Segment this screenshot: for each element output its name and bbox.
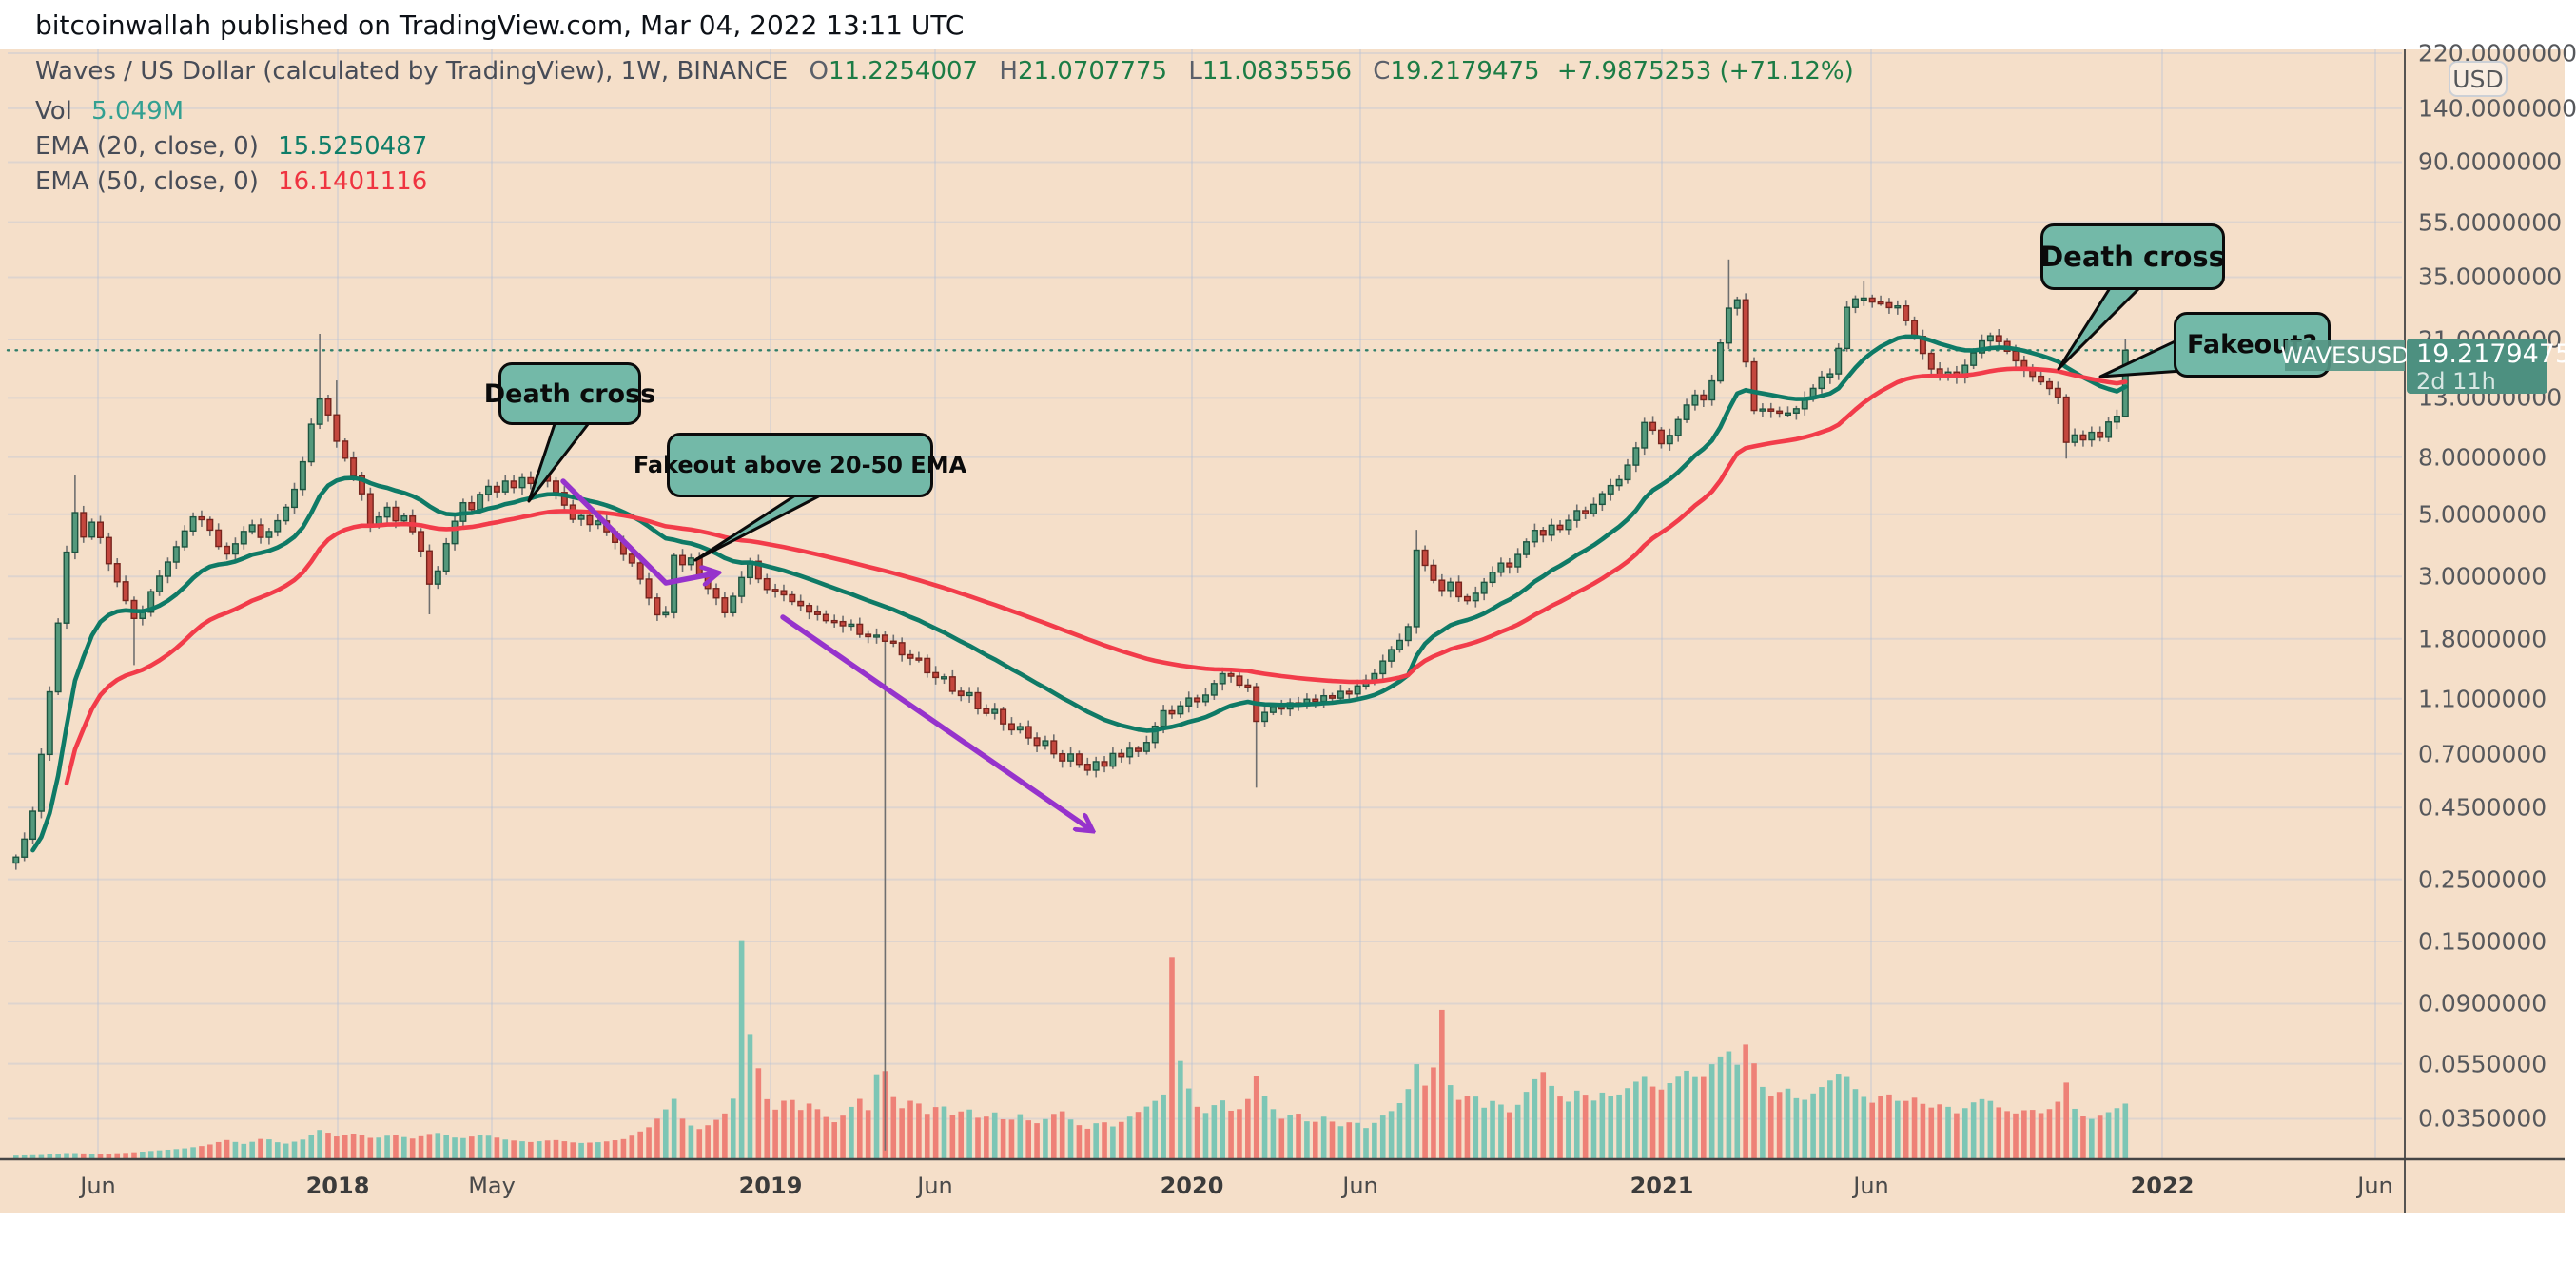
price-tick-label: 0.2500000 [2418, 865, 2547, 894]
price-tick-label: 0.7000000 [2418, 740, 2547, 768]
price-tick-label: 0.0900000 [2418, 989, 2547, 1018]
price-tick-label: 0.0350000 [2418, 1104, 2547, 1133]
price-tick-label: 0.0550000 [2418, 1050, 2547, 1078]
time-axis-label: Jun [80, 1173, 116, 1199]
volume-value: 5.049M [91, 97, 185, 126]
time-axis-label: 2018 [305, 1173, 370, 1199]
ema20-value: 15.5250487 [278, 132, 428, 161]
price-tick-label: 0.4500000 [2418, 793, 2547, 822]
time-axis-label: 2022 [2130, 1173, 2195, 1199]
low-value: 11.0835556 [1201, 57, 1353, 86]
price-tick-label: 90.0000000 [2418, 147, 2563, 176]
open-label: O [809, 57, 829, 86]
price-tick-label: 55.0000000 [2418, 208, 2563, 237]
legend-ema20-row[interactable]: EMA (20, close, 0) 15.5250487 [35, 132, 427, 161]
price-tick-label: 35.0000000 [2418, 262, 2563, 291]
legend-volume-row[interactable]: Vol 5.049M [35, 97, 184, 126]
last-price-axis-label: 19.2179475 2d 11h [2407, 339, 2572, 395]
currency-badge[interactable]: USD [2449, 61, 2508, 97]
last-price-value: 19.2179475 [2416, 339, 2572, 369]
open-value: 11.2254007 [828, 57, 979, 86]
price-tick-label: 3.0000000 [2418, 562, 2547, 591]
grid-layer [8, 49, 2402, 1158]
change-value: +7.9875253 (+71.12%) [1556, 57, 1854, 86]
time-axis-label: May [468, 1173, 516, 1199]
trend-arrows-layer[interactable] [560, 478, 1090, 829]
time-axis-label: Jun [917, 1173, 953, 1199]
legend-symbol-row[interactable]: Waves / US Dollar (calculated by Trading… [35, 57, 1854, 86]
time-axis-label: 2019 [738, 1173, 803, 1199]
symbol-title[interactable]: Waves / US Dollar (calculated by Trading… [35, 57, 789, 86]
price-tick-label: 0.1500000 [2418, 927, 2547, 956]
price-tick-label: 140.0000000 [2418, 94, 2576, 123]
publish-header: bitcoinwallah published on TradingView.c… [0, 0, 2576, 49]
time-axis-label: Jun [2357, 1173, 2393, 1199]
legend-ema50-row[interactable]: EMA (50, close, 0) 16.1401116 [35, 167, 427, 196]
ema-lines-layer[interactable] [30, 334, 2128, 853]
bar-countdown: 2d 11h [2416, 368, 2496, 395]
ema50-value: 16.1401116 [278, 167, 428, 196]
annotation-fakeout-above-ema[interactable]: Fakeout above 20-50 EMA [634, 433, 966, 497]
price-tick-label: 1.1000000 [2418, 685, 2547, 713]
high-value: 21.0707775 [1017, 57, 1168, 86]
ema50-label: EMA (50, close, 0) [35, 167, 259, 196]
high-label: H [999, 57, 1018, 86]
annotation-death-cross-2[interactable]: Death cross [2040, 223, 2225, 290]
annotation-death-cross-1[interactable]: Death cross [484, 362, 655, 425]
time-axis-label: Jun [1342, 1173, 1378, 1199]
axis-border-lines [0, 49, 2565, 1213]
footer-bar: TradingView [0, 1213, 2576, 1280]
candles-layer[interactable] [12, 259, 2129, 1151]
ema20-label: EMA (20, close, 0) [35, 132, 259, 161]
time-axis-label: 2020 [1160, 1173, 1224, 1199]
price-tick-label: 1.8000000 [2418, 625, 2547, 653]
annotation-tails-layer [527, 283, 2185, 562]
low-label: L [1188, 57, 1202, 86]
volume-layer[interactable] [13, 940, 2129, 1158]
price-tick-label: 5.0000000 [2418, 500, 2547, 529]
volume-label: Vol [35, 97, 72, 126]
close-value: 19.2179475 [1390, 57, 1540, 86]
time-axis-label: Jun [1853, 1173, 1889, 1199]
symbol-price-flag: WAVESUSD [2280, 340, 2410, 371]
time-axis-label: 2021 [1630, 1173, 1694, 1199]
price-tick-label: 8.0000000 [2418, 443, 2547, 472]
close-label: C [1373, 57, 1391, 86]
publish-attribution-text: bitcoinwallah published on TradingView.c… [35, 10, 965, 41]
